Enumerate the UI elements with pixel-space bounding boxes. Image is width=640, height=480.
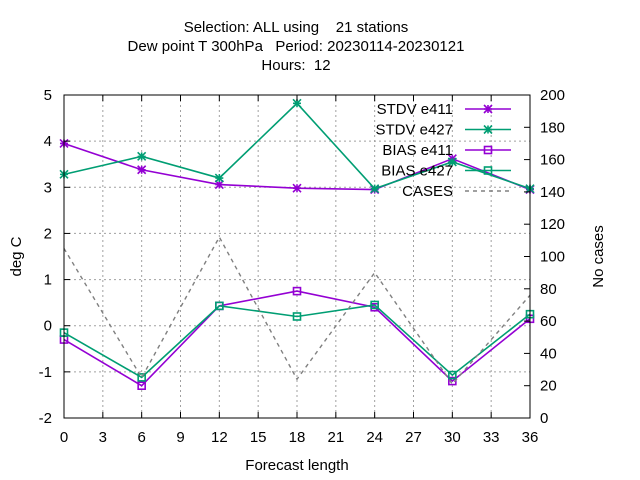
legend-marker: [483, 124, 493, 135]
chart-title: Selection: ALL using 21 stations Dew poin…: [128, 19, 465, 74]
y-tick-label: 0: [44, 318, 52, 335]
data-point: [447, 157, 457, 167]
series-cases: [63, 235, 531, 386]
y-tick-label: 2: [44, 225, 52, 242]
data-point: [214, 173, 224, 183]
legend-marker: [483, 145, 493, 155]
x-tick-label: 6: [137, 429, 145, 446]
data-point: [137, 151, 147, 161]
y2-tick-label: 80: [540, 281, 557, 298]
data-point: [292, 183, 302, 193]
series-layer: [59, 98, 535, 391]
title-line: Selection: ALL using 21 stations: [184, 19, 409, 36]
x-tick-label: 21: [327, 429, 344, 446]
legend-marker: [483, 104, 493, 114]
title-line: Dew point T 300hPa Period: 20230114-2023…: [128, 38, 465, 55]
series-line: [63, 290, 531, 387]
series-line: [63, 304, 531, 379]
y-tick-label: -2: [39, 410, 52, 427]
y-tick-label: 3: [44, 179, 52, 196]
data-point: [292, 286, 302, 296]
x-tick-label: 0: [60, 429, 68, 446]
grid: [64, 95, 530, 418]
data-point: [448, 370, 457, 380]
y2-tick-label: 200: [540, 87, 565, 104]
title-line: Hours: 12: [261, 57, 330, 74]
data-point: [292, 98, 302, 108]
x-tick-label: 33: [483, 429, 500, 446]
data-point: [370, 300, 379, 310]
data-point: [137, 381, 146, 391]
x-tick-label: 30: [444, 429, 461, 446]
y2-tick-label: 120: [540, 216, 565, 233]
y-tick-label: 1: [44, 272, 52, 289]
x-tick-label: 15: [250, 429, 267, 446]
y2-tick-label: 180: [540, 119, 565, 136]
y-tick-label: 5: [44, 87, 52, 104]
y2-tick-label: 0: [540, 410, 548, 427]
x-tick-label: 12: [211, 429, 228, 446]
x-tick-label: 18: [289, 429, 306, 446]
y2-axis-label: No cases: [590, 225, 607, 288]
y-tick-label: -1: [39, 364, 52, 381]
x-tick-label: 36: [522, 429, 539, 446]
data-point: [137, 165, 147, 175]
y2-tick-label: 160: [540, 152, 565, 169]
data-point: [137, 373, 146, 382]
y2-tick-label: 20: [540, 378, 557, 395]
y-tick-label: 4: [44, 133, 52, 150]
y2-tick-label: 40: [540, 345, 557, 362]
legend-label: STDV e427: [375, 122, 453, 139]
x-tick-label: 27: [405, 429, 422, 446]
y2-tick-label: 60: [540, 313, 557, 330]
x-axis-label: Forecast length: [245, 457, 348, 474]
y2-tick-label: 140: [540, 184, 565, 201]
legend-label: CASES: [402, 183, 453, 200]
x-tick-label: 24: [366, 429, 383, 446]
series-stdv-e427: [59, 98, 535, 194]
legend: STDV e411 STDV e427 BIAS e411 BIAS e427 CASE…: [375, 101, 511, 200]
series-bias-e411: [59, 286, 535, 391]
legend-marker: [483, 166, 493, 175]
data-point: [214, 179, 224, 190]
legend-label: BIAS e411: [382, 142, 453, 159]
y-axis-label: deg C: [8, 236, 25, 276]
x-tick-label: 3: [99, 429, 107, 446]
legend-label: STDV e411: [377, 101, 453, 118]
axes: 0 3 6 9 12 15 18 21 24 27 30 33 36-2-101234502040608…: [39, 87, 565, 446]
data-point: [370, 184, 380, 194]
data-point: [292, 312, 302, 321]
legend-label: BIAS e427: [381, 163, 453, 180]
x-tick-label: 9: [176, 429, 184, 446]
series-line: [63, 235, 531, 386]
y2-tick-label: 100: [540, 249, 565, 266]
data-point: [215, 301, 224, 311]
